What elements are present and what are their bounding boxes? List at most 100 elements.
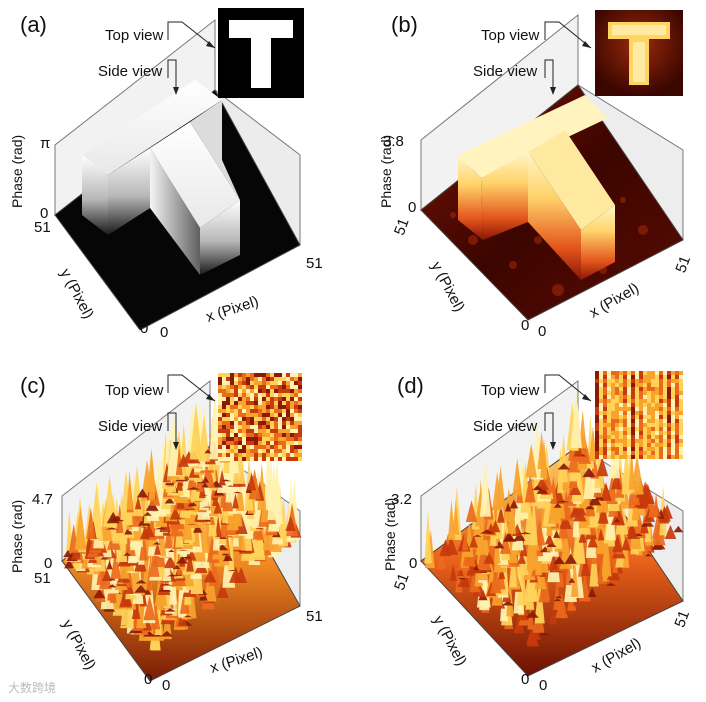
inset-pixel bbox=[595, 455, 599, 459]
inset-pixel bbox=[218, 409, 222, 413]
inset-pixel bbox=[270, 425, 274, 429]
inset-pixel bbox=[631, 391, 635, 395]
inset-pixel bbox=[274, 453, 278, 457]
surface-spike bbox=[135, 579, 147, 584]
x-axis-label: x (Pixel) bbox=[208, 644, 265, 677]
inset-pixel bbox=[651, 371, 655, 375]
inset-pixel bbox=[679, 391, 683, 395]
inset-pixel bbox=[274, 397, 278, 401]
inset-pixel bbox=[242, 413, 246, 417]
surface-spike bbox=[182, 451, 196, 464]
inset-pixel bbox=[619, 451, 623, 455]
inset-pixel bbox=[270, 405, 274, 409]
inset-pixel bbox=[639, 379, 643, 383]
inset-pixel bbox=[298, 381, 302, 385]
inset-pixel bbox=[663, 443, 667, 447]
inset-pixel bbox=[651, 411, 655, 415]
inset-pixel bbox=[615, 379, 619, 383]
inset-pixel bbox=[667, 379, 671, 383]
inset-pixel bbox=[290, 381, 294, 385]
inset-pixel bbox=[266, 397, 270, 401]
panel-a-plot: (a) Top view Side view Phase (rad) π 0 5… bbox=[9, 8, 323, 341]
inset-pixel bbox=[246, 409, 250, 413]
inset-pixel bbox=[278, 445, 282, 449]
inset-pixel bbox=[246, 385, 250, 389]
inset-pixel bbox=[619, 435, 623, 439]
inset-t-stem bbox=[251, 38, 271, 88]
inset-pixel bbox=[218, 413, 222, 417]
inset-pixel bbox=[258, 405, 262, 409]
inset-pixel bbox=[635, 407, 639, 411]
inset-pixel bbox=[294, 397, 298, 401]
inset-pixel bbox=[599, 371, 603, 375]
inset-pixel bbox=[234, 425, 238, 429]
inset-pixel bbox=[623, 439, 627, 443]
inset-pixel bbox=[619, 443, 623, 447]
inset-pixel bbox=[631, 431, 635, 435]
inset-pixel bbox=[615, 443, 619, 447]
surface-spike bbox=[490, 519, 501, 533]
surface-spike bbox=[473, 565, 480, 571]
inset-pixel bbox=[655, 427, 659, 431]
surface-spike bbox=[216, 580, 229, 598]
inset-pixel bbox=[671, 383, 675, 387]
inset-pixel bbox=[290, 405, 294, 409]
inset-pixel bbox=[675, 399, 679, 403]
t-stem-top bbox=[528, 130, 615, 230]
inset-pixel bbox=[623, 435, 627, 439]
inset-pixel bbox=[623, 427, 627, 431]
inset-pixel bbox=[250, 393, 254, 397]
inset-pixel bbox=[226, 393, 230, 397]
inset-pixel bbox=[651, 431, 655, 435]
inset-pixel bbox=[623, 455, 627, 459]
inset-pixel bbox=[242, 445, 246, 449]
inset-pixel bbox=[615, 407, 619, 411]
inset-pixel bbox=[595, 391, 599, 395]
inset-pixel bbox=[643, 399, 647, 403]
inset-pixel bbox=[647, 391, 651, 395]
inset-pixel bbox=[607, 407, 611, 411]
inset-pixel bbox=[246, 437, 250, 441]
inset-pixel bbox=[274, 421, 278, 425]
inset-pixel bbox=[651, 419, 655, 423]
inset-pixel bbox=[290, 457, 294, 461]
inset-pixel bbox=[679, 403, 683, 407]
inset-pixel bbox=[270, 381, 274, 385]
inset-pixel bbox=[238, 457, 242, 461]
inset-pixel bbox=[675, 455, 679, 459]
inset-pixel bbox=[655, 423, 659, 427]
y-axis-label: y (Pixel) bbox=[429, 613, 469, 669]
inset-pixel bbox=[619, 439, 623, 443]
inset-pixel bbox=[274, 389, 278, 393]
inset-pixel bbox=[298, 393, 302, 397]
inset-pixel bbox=[643, 443, 647, 447]
inset-pixel bbox=[623, 447, 627, 451]
inset-pixel bbox=[234, 421, 238, 425]
inset-pixel bbox=[246, 377, 250, 381]
inset-pixel bbox=[254, 413, 258, 417]
inset-pixel bbox=[603, 447, 607, 451]
inset-pixel bbox=[222, 397, 226, 401]
inset-pixel bbox=[294, 457, 298, 461]
inset-pixel bbox=[250, 389, 254, 393]
inset-pixel bbox=[218, 421, 222, 425]
t-right-face bbox=[190, 100, 240, 200]
inset-pixel bbox=[270, 401, 274, 405]
z-axis-label: Phase (rad) bbox=[9, 500, 25, 573]
inset-pixel bbox=[599, 423, 603, 427]
inset-pixel bbox=[230, 381, 234, 385]
inset-pixel bbox=[643, 379, 647, 383]
inset-pixel bbox=[639, 395, 643, 399]
inset-pixel bbox=[671, 387, 675, 391]
surface-spike bbox=[201, 494, 209, 496]
inset-pixel bbox=[254, 393, 258, 397]
inset-pixel bbox=[615, 431, 619, 435]
panel-label: (c) bbox=[20, 373, 46, 398]
inset-pixel bbox=[298, 437, 302, 441]
inset-pixel bbox=[599, 407, 603, 411]
inset-pixel bbox=[667, 407, 671, 411]
inset-pixel bbox=[675, 407, 679, 411]
inset-pixel bbox=[230, 373, 234, 377]
inset-pixel bbox=[226, 425, 230, 429]
inset-pixel bbox=[234, 389, 238, 393]
